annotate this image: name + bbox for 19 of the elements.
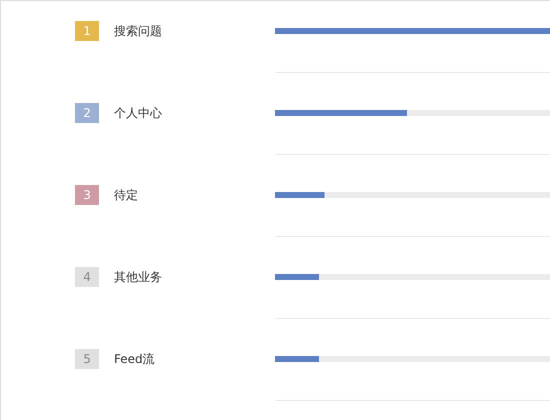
text: 4 <box>83 270 91 284</box>
text: 2 <box>83 106 91 120</box>
bar <box>324 192 550 198</box>
y-tick-label: 待定 <box>114 188 138 202</box>
bar <box>407 110 550 116</box>
bar <box>319 274 550 280</box>
bar <box>275 192 324 198</box>
bar <box>319 356 550 362</box>
bar <box>275 274 319 280</box>
y-tick-label: Feed流 <box>114 352 155 366</box>
text: 5 <box>83 352 91 366</box>
bar <box>275 110 407 116</box>
y-tick-label: 个人中心 <box>114 106 162 120</box>
bar <box>275 356 319 362</box>
y-tick-label: 其他业务 <box>114 270 162 284</box>
text: 3 <box>83 188 91 202</box>
y-tick-label: 搜索问题 <box>114 24 162 38</box>
text: 1 <box>83 24 91 38</box>
bar <box>275 28 550 34</box>
